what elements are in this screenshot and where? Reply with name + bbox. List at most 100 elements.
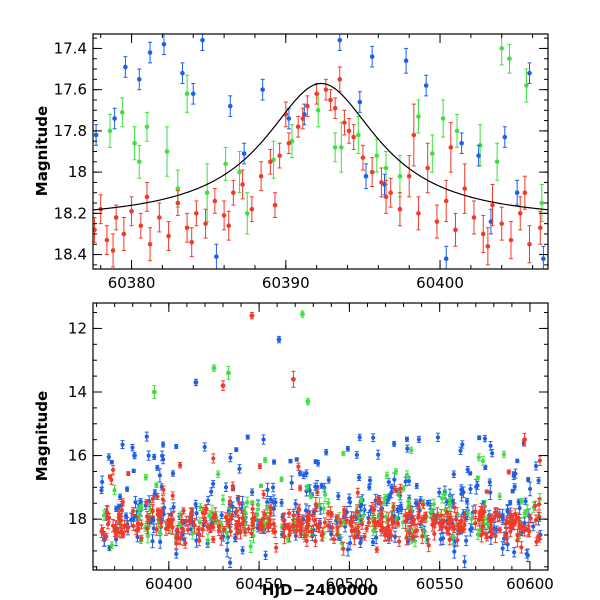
red-data-point [485, 227, 491, 266]
red-data-point [157, 202, 162, 233]
red-data-point [211, 535, 216, 543]
red-data-point [351, 511, 356, 523]
blue-data-point [468, 471, 473, 476]
red-data-point [268, 520, 273, 529]
blue-data-point [234, 447, 239, 452]
red-flare-point [291, 370, 296, 388]
red-data-point [161, 485, 166, 495]
blue-data-point [512, 547, 517, 558]
blue-data-point [205, 495, 211, 506]
green-data-point [539, 183, 545, 223]
red-data-point [285, 523, 290, 530]
green-data-point [326, 498, 331, 508]
blue-data-point [93, 124, 99, 146]
red-data-point [338, 518, 343, 527]
blue-data-point [146, 450, 151, 461]
blue-data-point [527, 62, 532, 84]
red-data-point [222, 526, 227, 533]
blue-data-point [313, 482, 318, 491]
red-data-point [250, 504, 255, 514]
blue-data-point [440, 531, 446, 545]
red-data-point [533, 514, 539, 526]
red-data-point [155, 492, 160, 501]
red-data-point [388, 177, 393, 208]
red-data-point [380, 510, 385, 523]
red-data-point [445, 528, 450, 536]
red-data-point [166, 221, 171, 251]
red-data-point [107, 474, 113, 480]
green-data-point [184, 74, 190, 113]
blue-data-point [370, 538, 376, 547]
green-data-point [361, 508, 366, 523]
green-data-point [501, 450, 507, 458]
red-data-point [480, 506, 485, 522]
green-data-point [144, 111, 150, 142]
blue-data-point [452, 544, 457, 559]
blue-data-point [357, 91, 363, 113]
green-data-point [442, 489, 447, 500]
blue-data-point [399, 503, 404, 515]
red-data-point [322, 517, 327, 528]
blue-data-point [488, 484, 493, 500]
blue-flare-point [132, 451, 137, 460]
red-data-point [231, 179, 236, 206]
green-data-point [476, 453, 481, 462]
blue-data-point [371, 433, 376, 443]
green-data-point [525, 504, 530, 517]
green-data-point [423, 531, 428, 543]
red-data-point [178, 461, 183, 469]
red-data-point [499, 206, 505, 241]
red-data-point [537, 455, 542, 466]
green-data-point [465, 508, 470, 517]
red-data-point [286, 132, 292, 155]
blue-data-point [392, 530, 398, 543]
blue-data-point [458, 446, 463, 455]
red-data-point [188, 517, 193, 526]
full-axis-ticks: 60400 60450 60500 60550 60600 12 14 16 18 [68, 303, 554, 593]
red-data-point [375, 496, 380, 505]
red-data-point [179, 514, 185, 529]
red-data-point [490, 183, 495, 227]
blue-data-point [403, 47, 409, 74]
red-data-point [297, 484, 303, 492]
red-data-point [300, 107, 306, 130]
red-data-point [192, 517, 197, 533]
red-data-point [291, 519, 296, 534]
red-data-point [489, 514, 494, 527]
blue-data-point [288, 458, 293, 464]
blue-data-point [356, 474, 362, 481]
y-tick-label: 18 [68, 163, 87, 181]
blue-data-point [228, 453, 233, 463]
full-plot-frame [92, 302, 549, 571]
green-data-point [220, 494, 226, 505]
model-curve [93, 82, 548, 211]
red-data-point [113, 204, 119, 231]
red-data-point [194, 200, 199, 227]
red-data-point [211, 523, 216, 531]
blue-data-point [245, 434, 250, 440]
red-data-point [150, 503, 155, 517]
red-data-point [268, 148, 273, 175]
red-data-point [420, 500, 426, 509]
red-data-point [144, 511, 150, 522]
red-data-point [319, 530, 324, 541]
green-flare-point [305, 397, 311, 406]
red-data-point [323, 78, 329, 101]
green-data-point [409, 446, 414, 454]
red-data-point [230, 481, 235, 491]
red-data-point [407, 526, 412, 541]
red-data-point [379, 167, 384, 198]
blue-data-point [271, 494, 276, 510]
red-data-point [125, 520, 130, 533]
blue-data-point [387, 493, 392, 500]
blue-data-point [367, 476, 373, 485]
red-data-point [226, 210, 232, 241]
green-flare-point [300, 310, 305, 318]
red-data-point [448, 122, 454, 173]
red-data-point [508, 221, 514, 260]
blue-data-point [324, 449, 329, 456]
blue-data-point [100, 475, 105, 489]
blue-data-point [403, 476, 408, 487]
green-data-point [393, 468, 399, 475]
red-data-point [503, 531, 508, 540]
